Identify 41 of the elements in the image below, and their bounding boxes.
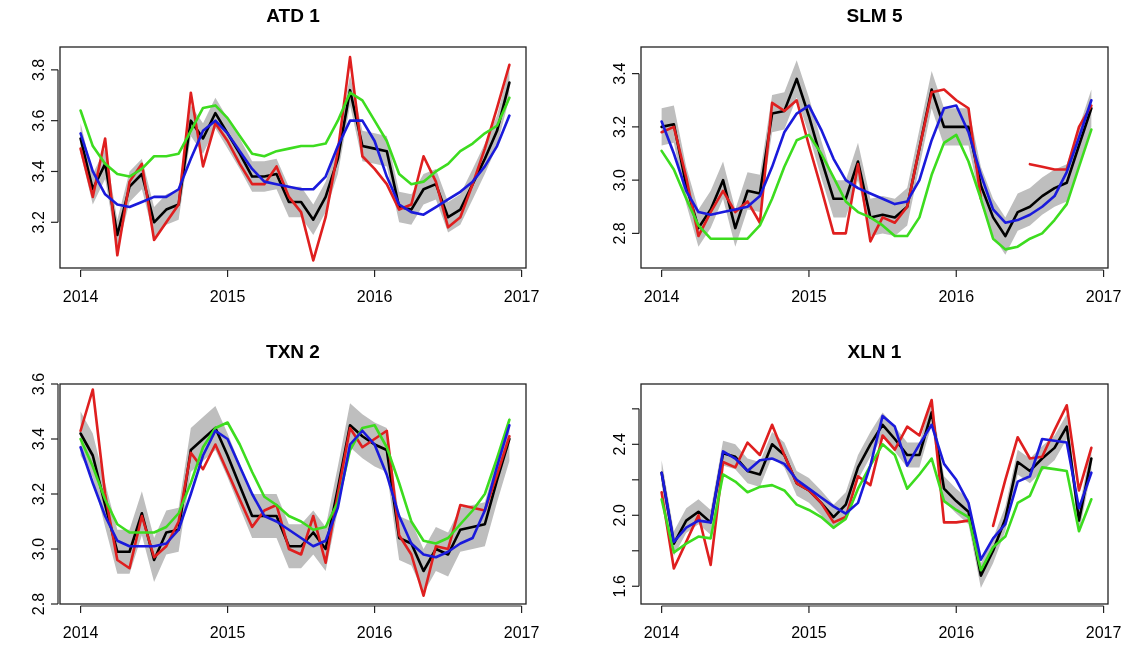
x-tick-label: 2017 [1085, 624, 1122, 641]
y-tick-label: 1.6 [611, 575, 628, 598]
line-series [79, 114, 511, 216]
x-tick-label: 2017 [1085, 288, 1122, 305]
line-series [660, 443, 1093, 572]
y-tick-label: 2.0 [611, 504, 628, 527]
y-tick-label: 3.4 [30, 427, 47, 451]
x-tick-label: 2014 [62, 288, 99, 305]
y-tick-label: 3.2 [30, 211, 47, 234]
x-tick-label: 2015 [209, 288, 246, 305]
x-tick-label: 2014 [62, 624, 99, 641]
x-tick-label: 2014 [643, 624, 680, 641]
chart-title: SLM 5 [846, 5, 903, 26]
y-tick-label: 3.2 [30, 482, 47, 506]
line-series [79, 91, 511, 186]
x-tick-label: 2015 [791, 624, 827, 641]
y-tick-label: 2.8 [30, 592, 47, 616]
y-tick-label: 3.0 [611, 168, 628, 192]
line-series [660, 98, 1093, 225]
chart-title: XLN 1 [847, 341, 902, 362]
y-tick-label: 3.2 [611, 115, 628, 138]
x-tick-label: 2015 [791, 288, 827, 305]
x-tick-label: 2017 [503, 624, 540, 641]
y-tick-label: 3.6 [30, 109, 47, 132]
x-tick-label: 2016 [356, 288, 393, 305]
y-tick-label: 3.6 [30, 372, 47, 396]
x-tick-label: 2014 [643, 288, 680, 305]
x-tick-label: 2015 [209, 624, 246, 641]
y-tick-label: 2.4 [611, 433, 628, 456]
x-tick-label: 2017 [503, 288, 540, 305]
x-tick-label: 2016 [356, 624, 393, 641]
x-tick-label: 2016 [938, 624, 975, 641]
line-series [660, 128, 1093, 251]
chart-title: TXN 2 [266, 341, 320, 362]
y-tick-label: 3.4 [30, 160, 47, 183]
y-tick-label: 2.8 [611, 222, 628, 245]
y-tick-label: 3.4 [611, 62, 628, 85]
chart-title: ATD 1 [266, 5, 321, 26]
x-tick-label: 2016 [938, 288, 975, 305]
y-tick-label: 3.0 [30, 537, 47, 561]
y-tick-label: 3.8 [30, 58, 47, 81]
